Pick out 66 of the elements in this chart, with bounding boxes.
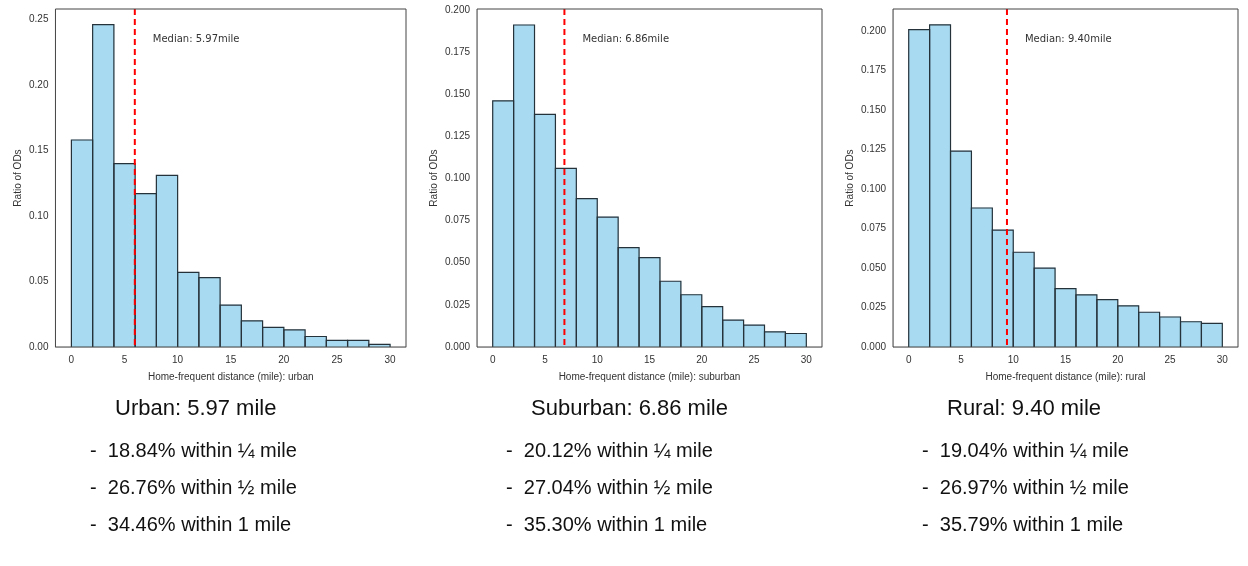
x-tick-label: 15 <box>1059 353 1072 365</box>
text: - 27.04% within ½ mile <box>506 476 714 499</box>
y-axis-title: Ratio of ODs <box>843 149 855 207</box>
y-tick-label: 0.125 <box>860 143 887 155</box>
y-tick-label: 0.025 <box>444 298 471 310</box>
text: Suburban: 6.86 mile <box>531 395 729 421</box>
y-tick-label: 0.20 <box>28 78 49 90</box>
x-tick-label: 0 <box>905 353 912 365</box>
x-axis-title: Home-frequent distance (mile): rural <box>985 370 1146 382</box>
y-tick-label: 0.175 <box>444 45 471 57</box>
y-tick-label: 0.175 <box>860 64 887 76</box>
x-tick-label: 25 <box>1164 353 1177 365</box>
y-tick-label: 0.000 <box>860 340 887 352</box>
y-tick-label: 0.10 <box>28 209 49 221</box>
text: - 26.76% within ½ mile <box>90 476 298 499</box>
ref-line-label: Median: 5.97mile <box>152 32 240 44</box>
x-tick-label: 25 <box>748 353 761 365</box>
y-tick-label: 0.100 <box>860 182 887 194</box>
y-tick-label: 0.100 <box>444 172 471 184</box>
text: - 35.79% within 1 mile <box>922 513 1125 536</box>
y-tick-label: 0.15 <box>28 144 49 156</box>
x-tick-label: 5 <box>958 353 965 365</box>
ref-line-label: Median: 6.86mile <box>582 32 670 44</box>
y-tick-label: 0.150 <box>860 103 887 115</box>
x-tick-label: 10 <box>591 353 604 365</box>
x-tick-label: 15 <box>225 353 237 365</box>
x-tick-label: 20 <box>696 353 708 365</box>
x-tick-label: 0 <box>489 353 496 365</box>
x-axis-title: Home-frequent distance (mile): urban <box>147 370 314 382</box>
y-tick-label: 0.200 <box>860 24 887 36</box>
y-tick-label: 0.075 <box>444 214 471 226</box>
x-tick-label: 10 <box>1007 353 1020 365</box>
text: - 18.84% within ¼ mile <box>90 439 298 462</box>
y-tick-label: 0.125 <box>444 130 471 142</box>
x-tick-label: 30 <box>384 353 397 365</box>
y-tick-label: 0.05 <box>28 275 49 287</box>
text: Urban: 5.97 mile <box>115 395 278 421</box>
y-tick-label: 0.25 <box>28 13 49 25</box>
x-axis-title: Home-frequent distance (mile): suburban <box>558 370 741 382</box>
y-tick-label: 0.00 <box>28 340 49 352</box>
text: - 19.04% within ¼ mile <box>922 439 1130 462</box>
x-tick-label: 0 <box>68 353 75 365</box>
x-tick-label: 5 <box>542 353 549 365</box>
y-tick-label: 0.000 <box>444 340 471 352</box>
x-tick-label: 10 <box>172 353 184 365</box>
y-tick-label: 0.025 <box>860 301 887 313</box>
y-tick-label: 0.150 <box>444 87 471 99</box>
x-tick-label: 20 <box>278 353 290 365</box>
ref-line-label: Median: 9.40mile <box>1024 32 1112 44</box>
x-tick-label: 5 <box>121 353 128 365</box>
x-tick-label: 25 <box>331 353 343 365</box>
y-axis-title: Ratio of ODs <box>11 149 23 207</box>
text: Rural: 9.40 mile <box>947 395 1103 421</box>
y-tick-label: 0.075 <box>860 222 887 234</box>
x-tick-label: 30 <box>800 353 813 365</box>
x-tick-label: 30 <box>1216 353 1229 365</box>
text: - 34.46% within 1 mile <box>90 513 293 536</box>
y-axis-title: Ratio of ODs <box>427 149 439 207</box>
y-tick-label: 0.050 <box>444 256 471 268</box>
y-tick-label: 0.200 <box>444 3 471 15</box>
text: - 26.97% within ½ mile <box>922 476 1130 499</box>
text: - 20.12% within ¼ mile <box>506 439 714 462</box>
text: - 35.30% within 1 mile <box>506 513 709 536</box>
x-tick-label: 20 <box>1112 353 1124 365</box>
x-tick-label: 15 <box>643 353 656 365</box>
y-tick-label: 0.050 <box>860 261 887 273</box>
